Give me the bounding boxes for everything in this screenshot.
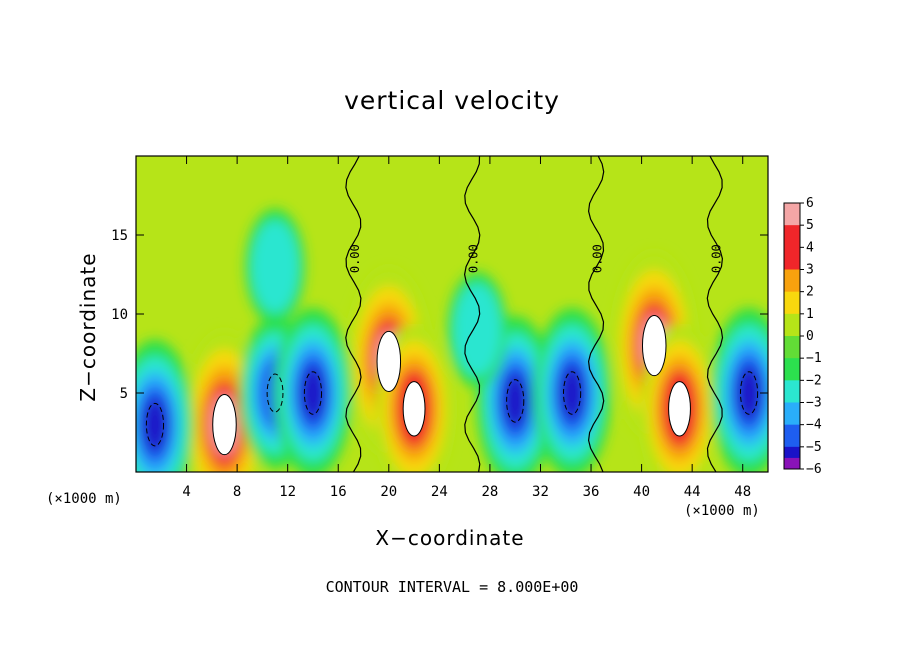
- negative-contour-line: [506, 379, 525, 423]
- colorbar-label: 0: [806, 329, 814, 344]
- x-tick-label: 16: [330, 484, 347, 500]
- x-unit-label-left: (×1000 m): [46, 491, 122, 507]
- updraft-core: [668, 381, 691, 436]
- negative-contour-line: [303, 371, 323, 415]
- chart-title: vertical velocity: [344, 86, 560, 115]
- colorbar-label: 4: [806, 240, 814, 255]
- colorbar: 6 5 4 3 2 1 0 −1 −2 −3 −4 −5 −6: [783, 196, 822, 477]
- x-tick-label: 36: [583, 484, 600, 500]
- contour-label: 0.00: [591, 244, 605, 273]
- colorbar-swatch: [784, 380, 800, 403]
- y-tick-label: 15: [111, 228, 128, 244]
- colorbar-label: −1: [806, 351, 822, 366]
- x-tick-label: 8: [233, 484, 241, 500]
- contour-label: 0.00: [467, 244, 481, 273]
- negative-contour-line: [563, 371, 582, 415]
- updraft-core: [642, 315, 666, 376]
- colorbar-label: 1: [806, 307, 814, 322]
- negative-contour-line: [145, 402, 165, 447]
- x-unit-label-right: (×1000 m): [684, 503, 760, 519]
- x-tick-label: 4: [182, 484, 190, 500]
- velocity-cell: [265, 248, 285, 286]
- colorbar-swatch: [784, 225, 800, 248]
- colorbar-swatch: [784, 269, 800, 293]
- x-tick-label: 12: [279, 484, 296, 500]
- colorbar-swatch: [784, 203, 800, 226]
- contour-line: [641, 315, 667, 377]
- x-tick-label: 48: [734, 484, 751, 500]
- contour-line: [402, 381, 426, 437]
- contour-label: 0.00: [348, 244, 362, 273]
- colorbar-label: 3: [806, 263, 814, 278]
- colorbar-label: −4: [806, 418, 822, 433]
- colorbar-label: −3: [806, 396, 822, 411]
- colorbar-swatch: [784, 457, 800, 469]
- velocity-cell: [467, 311, 487, 349]
- colorbar-label: 5: [806, 218, 814, 233]
- colorbar-swatch: [784, 402, 800, 426]
- contour-line: [212, 394, 237, 456]
- x-tick-label: 32: [532, 484, 549, 500]
- x-tick-label: 20: [380, 484, 397, 500]
- colorbar-label: −2: [806, 373, 822, 388]
- colorbar-label: −6: [806, 462, 822, 477]
- zero-contour-line: [345, 156, 362, 472]
- y-axis-ticks: 5 10 15: [111, 228, 768, 402]
- contour-lines: 0.00 0.00 0.00 0.00: [145, 156, 759, 472]
- zero-contour-line: [706, 156, 724, 472]
- contour-label: 0.00: [709, 244, 723, 273]
- x-tick-label: 24: [431, 484, 448, 500]
- updraft-core: [403, 381, 425, 436]
- zero-contour-line: [463, 156, 481, 472]
- x-tick-label: 28: [481, 484, 498, 500]
- y-tick-label: 10: [111, 307, 128, 323]
- colorbar-swatch: [784, 291, 800, 315]
- colorbar-swatch: [784, 336, 800, 359]
- updraft-core: [377, 331, 401, 392]
- x-tick-label: 44: [684, 484, 701, 500]
- colorbar-label: 6: [806, 196, 814, 211]
- colorbar-label: −5: [806, 440, 822, 455]
- colorbar-label: 2: [806, 285, 814, 300]
- negative-contour-line: [266, 373, 284, 413]
- y-tick-label: 5: [120, 386, 128, 402]
- velocity-field: [136, 156, 768, 472]
- updraft-core: [212, 394, 237, 455]
- negative-contour-line: [739, 371, 759, 415]
- contour-line: [668, 381, 691, 437]
- zero-contour-line: [587, 156, 605, 472]
- colorbar-swatch: [784, 247, 800, 270]
- contour-line: [376, 330, 402, 392]
- x-tick-label: 40: [633, 484, 650, 500]
- x-axis-label: X−coordinate: [375, 526, 525, 550]
- colorbar-swatch: [784, 313, 800, 337]
- x-axis-ticks: 4 8 12 16 20 24 28 32 36 40 44 48: [182, 156, 751, 500]
- contour-interval-note: CONTOUR INTERVAL = 8.000E+00: [325, 578, 579, 596]
- colorbar-swatch: [784, 424, 800, 448]
- colorbar-swatch: [784, 358, 800, 381]
